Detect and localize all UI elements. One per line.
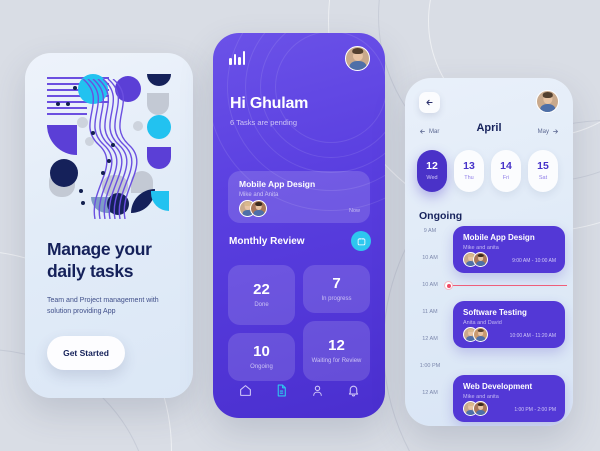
stat-card[interactable]: 7 In progress xyxy=(303,265,370,313)
greeting-text: Hi Ghulam xyxy=(230,95,309,112)
stat-value: 10 xyxy=(253,343,270,360)
task-time-range: 9:00 AM - 10:00 AM xyxy=(512,258,556,264)
bottom-navigation xyxy=(213,380,385,406)
task-title: Software Testing xyxy=(463,308,527,317)
task-time-range: 10:00 AM - 11:20 AM xyxy=(509,333,556,339)
geometric-shapes-illustration xyxy=(47,71,171,219)
user-avatar[interactable] xyxy=(345,46,370,71)
nav-bell-icon[interactable] xyxy=(347,384,360,402)
user-avatar[interactable] xyxy=(536,90,559,113)
stat-value: 7 xyxy=(332,275,341,292)
get-started-button[interactable]: Get Started xyxy=(47,336,125,370)
page-subtitle: Team and Project management with solutio… xyxy=(47,297,159,315)
calendar-icon xyxy=(357,237,365,245)
day-selector: 12 Wed 13 Thu 14 Fri 15 Sat xyxy=(417,150,558,192)
now-marker-dot xyxy=(444,281,453,290)
time-label: 12 AM xyxy=(422,390,438,396)
section-title-ongoing: Ongoing xyxy=(419,210,463,222)
current-task-status: Now xyxy=(348,208,360,214)
day-number: 15 xyxy=(537,160,549,173)
home-screen: Hi Ghulam 6 Tasks are pending Mobile App… xyxy=(213,33,385,418)
page-title: Manage your daily tasks xyxy=(47,239,152,281)
day-chip[interactable]: 12 Wed xyxy=(417,150,447,192)
bar-chart-logo xyxy=(229,50,246,65)
task-card[interactable]: Software Testing Anita and David 10:00 A… xyxy=(453,301,565,348)
timeline: 9 AM 10 AM 10 AM 11 AM 12 AM 1:00 PM 12 … xyxy=(405,226,573,422)
time-label: 9 AM xyxy=(423,228,437,234)
next-month-button[interactable]: May xyxy=(538,128,559,135)
day-chip[interactable]: 13 Thu xyxy=(454,150,484,192)
stat-label: Ongoing xyxy=(250,364,273,370)
day-name: Sat xyxy=(538,174,548,181)
stat-label: Waiting for Review xyxy=(311,358,362,364)
time-label: 10 AM xyxy=(422,255,438,261)
current-task-title: Mobile App Design xyxy=(239,179,316,189)
task-card[interactable]: Mobile App Design Mike and anita 9:00 AM… xyxy=(453,226,565,273)
onboarding-screen: Manage your daily tasks Team and Project… xyxy=(25,53,193,398)
day-number: 12 xyxy=(426,160,438,173)
task-card[interactable]: Web Development Mike and anita 1:00 PM -… xyxy=(453,375,565,422)
day-number: 13 xyxy=(463,160,475,173)
time-label: 11 AM xyxy=(422,309,438,315)
day-chip[interactable]: 14 Fri xyxy=(491,150,521,192)
task-title: Mobile App Design xyxy=(463,233,535,242)
wavy-lines xyxy=(82,79,138,219)
stat-label: Done xyxy=(254,302,269,308)
back-arrow-icon xyxy=(426,99,433,106)
stat-card[interactable]: 12 Waiting for Review xyxy=(303,321,370,381)
prev-month-button[interactable]: Mar xyxy=(419,128,439,135)
pending-tasks-text: 6 Tasks are pending xyxy=(230,118,297,127)
nav-home-icon[interactable] xyxy=(239,384,252,402)
task-members: Anita and David xyxy=(463,320,502,326)
back-button[interactable] xyxy=(419,92,440,113)
nav-file-icon[interactable] xyxy=(275,384,288,402)
nav-person-icon[interactable] xyxy=(311,384,324,402)
prev-month-label: Mar xyxy=(429,128,440,135)
task-members: Mike and anita xyxy=(463,245,499,251)
day-chip[interactable]: 15 Sat xyxy=(528,150,558,192)
arrow-left-icon xyxy=(419,129,425,134)
current-month-label: April xyxy=(476,122,502,134)
task-title: Web Development xyxy=(463,382,533,391)
arrow-right-icon xyxy=(553,129,559,134)
stat-label: In progress xyxy=(321,296,352,302)
current-task-members: Mike and Anita xyxy=(239,192,279,198)
task-members: Mike and anita xyxy=(463,394,499,400)
next-month-label: May xyxy=(537,128,549,135)
stat-card[interactable]: 10 Ongoing xyxy=(228,333,295,381)
day-name: Thu xyxy=(464,174,474,181)
stat-value: 12 xyxy=(328,337,345,354)
day-name: Fri xyxy=(502,174,510,181)
calendar-button[interactable] xyxy=(351,231,371,251)
now-line xyxy=(448,285,567,286)
stat-value: 22 xyxy=(253,281,270,298)
current-task-card[interactable]: Mobile App Design Mike and Anita Now xyxy=(228,171,370,223)
day-name: Wed xyxy=(426,174,438,181)
task-time-range: 1:00 PM - 2:00 PM xyxy=(514,407,556,413)
stat-card[interactable]: 22 Done xyxy=(228,265,295,325)
time-label: 10 AM xyxy=(422,282,438,288)
section-title-monthly-review: Monthly Review xyxy=(229,236,305,247)
time-label: 12 AM xyxy=(422,336,438,342)
day-number: 14 xyxy=(500,160,512,173)
time-label: 1:00 PM xyxy=(419,363,441,369)
schedule-screen: Mar April May 12 Wed 13 Thu 14 Fri 15 Sa… xyxy=(405,78,573,426)
